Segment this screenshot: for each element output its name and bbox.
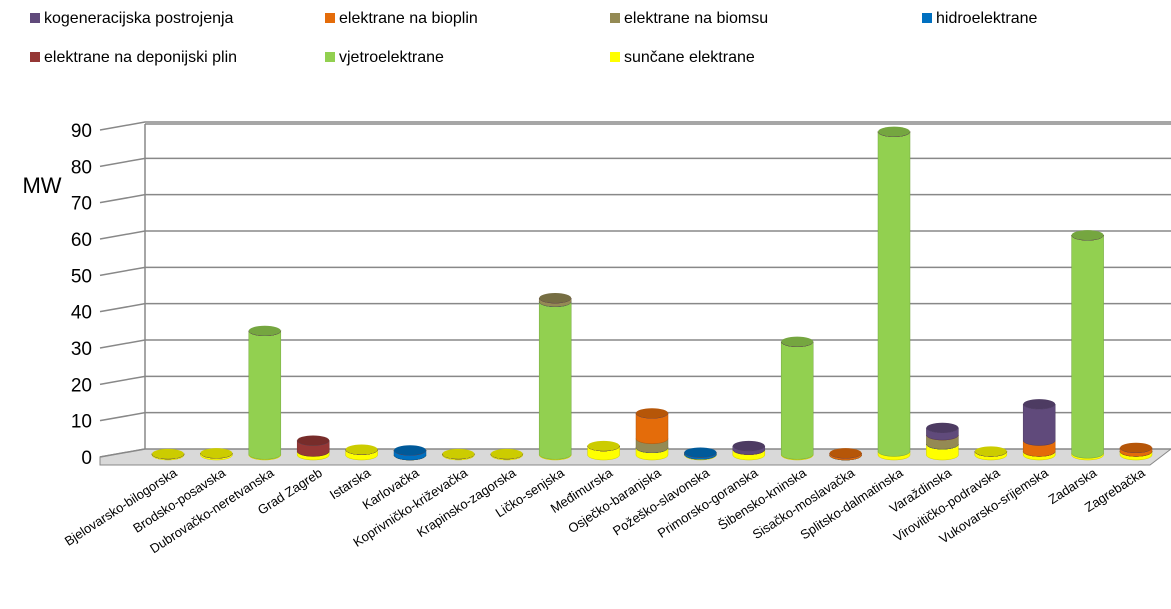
- bar-segment: [1071, 235, 1104, 459]
- legend-swatch: [922, 13, 932, 23]
- grid-line: [99, 193, 1171, 204]
- grid-line: [99, 411, 1171, 422]
- bar-cap: [974, 446, 1007, 457]
- legend-swatch: [30, 13, 40, 23]
- bar-segment: [248, 330, 282, 460]
- bar-cap: [394, 445, 426, 456]
- bar-cap: [442, 448, 475, 459]
- bar-cap: [248, 325, 281, 336]
- bar-cap: [829, 448, 862, 459]
- legend-label: elektrane na bioplin: [339, 10, 478, 27]
- bar-cap: [781, 336, 814, 347]
- legend-label: elektrane na deponijski plin: [44, 49, 237, 66]
- legend-label: elektrane na biomsu: [624, 10, 768, 27]
- legend-label: vjetroelektrane: [339, 49, 444, 66]
- legend-swatch: [325, 52, 335, 62]
- y-tick-label: 50: [71, 266, 92, 287]
- legend-swatch: [325, 13, 335, 23]
- grid-line: [99, 230, 1171, 240]
- bar-cap: [490, 448, 523, 459]
- bar-cap: [636, 408, 668, 419]
- legend-swatch: [30, 52, 40, 62]
- y-tick-label: 60: [71, 230, 92, 251]
- bar-cap: [1120, 442, 1152, 453]
- legend-swatch: [610, 13, 620, 23]
- grid-line: [99, 121, 1171, 131]
- grid-line: [99, 448, 1171, 458]
- y-tick-label: 10: [71, 412, 92, 433]
- bar-cap: [926, 422, 959, 433]
- y-tick-label: 20: [71, 375, 92, 396]
- bar-cap: [200, 448, 233, 459]
- grid-line: [99, 157, 1171, 168]
- bar-cap: [1023, 399, 1056, 410]
- bar-segment: [1022, 404, 1056, 446]
- y-axis-label: MW: [22, 173, 61, 198]
- grid-line: [99, 375, 1171, 386]
- bar-segment: [877, 131, 911, 457]
- grid-line: [99, 339, 1171, 349]
- y-tick-label: 80: [71, 157, 92, 178]
- bar-cap: [684, 447, 717, 458]
- y-tick-label: 90: [71, 121, 92, 142]
- y-tick-label: 30: [71, 339, 92, 360]
- legend-label: hidroelektrane: [936, 10, 1038, 27]
- y-tick-label: 0: [81, 448, 92, 469]
- bar-segment: [538, 301, 572, 460]
- bar-cap: [587, 440, 620, 451]
- bar-cap: [152, 448, 184, 459]
- bar-cap: [732, 440, 765, 451]
- grid-line: [99, 302, 1171, 313]
- bar-cap: [297, 435, 330, 446]
- legend-swatch: [610, 52, 620, 62]
- legend-label: kogeneracijska postrojenja: [44, 10, 234, 27]
- bar-segment: [780, 341, 814, 460]
- legend-label: sunčane elektrane: [624, 49, 755, 66]
- y-tick-label: 70: [71, 194, 92, 215]
- y-tick-label: 40: [71, 303, 92, 324]
- bar-cap: [878, 126, 910, 137]
- grid-line: [99, 266, 1171, 277]
- bar-cap: [1071, 230, 1104, 241]
- bar-cap: [539, 293, 572, 304]
- bar-cap: [345, 444, 378, 455]
